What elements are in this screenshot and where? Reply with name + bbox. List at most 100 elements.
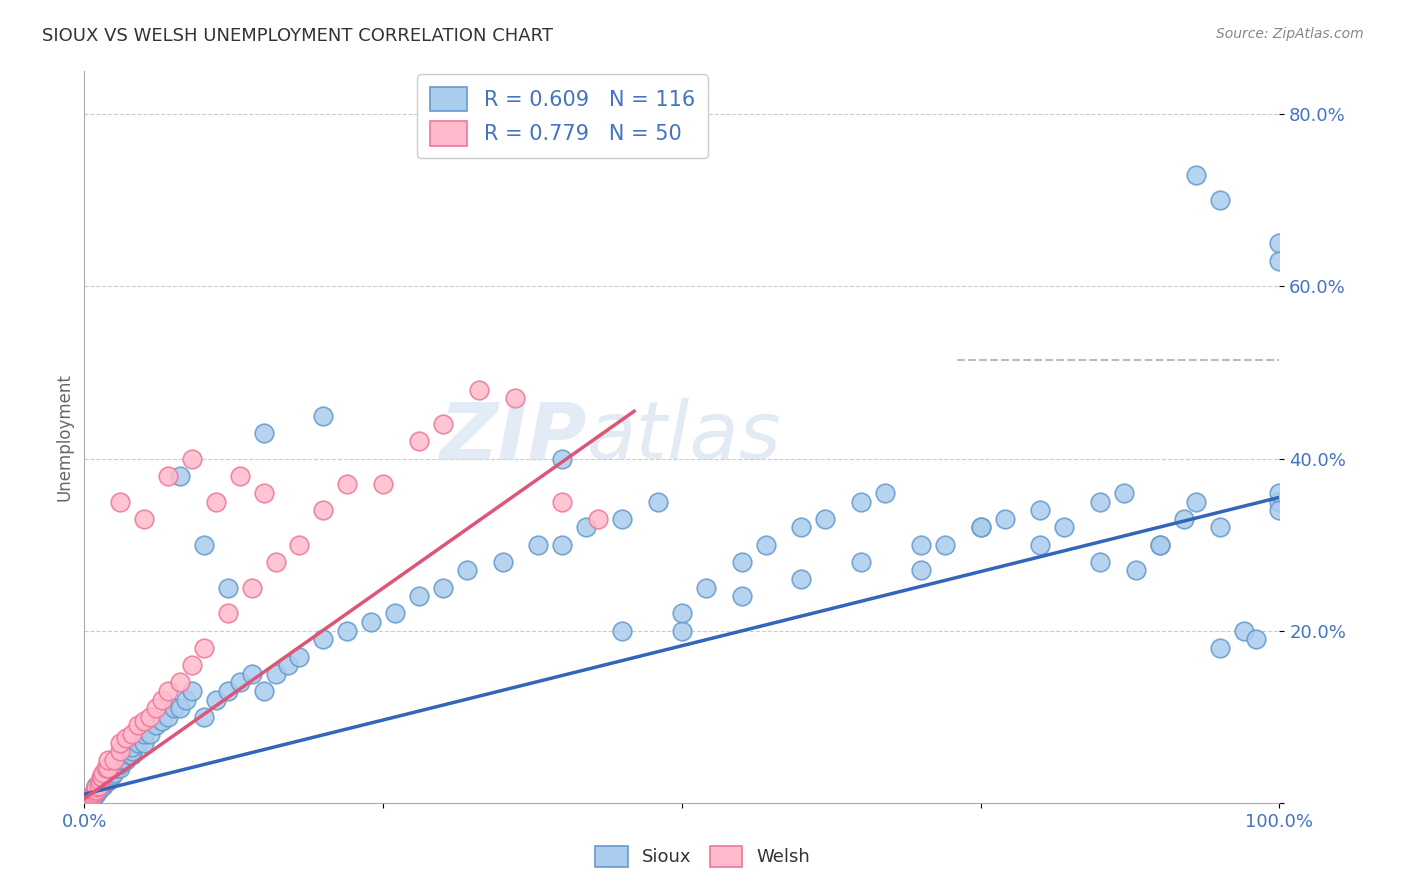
Point — [127, 718, 149, 732]
Point — [193, 640, 215, 655]
Point — [82, 787, 104, 801]
Point — [527, 538, 550, 552]
Legend: R = 0.609   N = 116, R = 0.779   N = 50: R = 0.609 N = 116, R = 0.779 N = 50 — [418, 74, 707, 158]
Point — [264, 666, 287, 681]
Point — [79, 789, 101, 804]
Point — [110, 757, 132, 772]
Point — [910, 538, 932, 552]
Point — [79, 791, 101, 805]
Point — [671, 624, 693, 638]
Point — [408, 434, 430, 449]
Point — [849, 494, 872, 508]
Point — [1125, 564, 1147, 578]
Point — [754, 538, 776, 552]
Point — [790, 572, 813, 586]
Point — [121, 744, 143, 758]
Legend: Sioux, Welsh: Sioux, Welsh — [588, 838, 818, 874]
Point — [384, 607, 406, 621]
Point — [145, 701, 167, 715]
Point — [110, 748, 132, 763]
Point — [110, 744, 132, 758]
Point — [551, 494, 574, 508]
Point — [84, 783, 107, 797]
Point — [150, 714, 173, 728]
Point — [101, 768, 124, 782]
Point — [910, 564, 932, 578]
Point — [97, 765, 120, 780]
Point — [169, 701, 191, 715]
Point — [107, 759, 129, 773]
Point — [193, 538, 215, 552]
Text: atlas: atlas — [586, 398, 782, 476]
Point — [84, 787, 107, 801]
Point — [551, 538, 574, 552]
Point — [360, 615, 382, 629]
Text: ZIP: ZIP — [439, 398, 586, 476]
Point — [1268, 236, 1291, 251]
Point — [145, 718, 167, 732]
Point — [575, 520, 598, 534]
Point — [169, 468, 191, 483]
Point — [94, 774, 117, 789]
Point — [97, 753, 120, 767]
Point — [312, 503, 335, 517]
Point — [93, 779, 115, 793]
Point — [1268, 486, 1291, 500]
Point — [94, 761, 117, 775]
Point — [970, 520, 993, 534]
Point — [84, 779, 107, 793]
Point — [132, 735, 156, 749]
Point — [169, 675, 191, 690]
Point — [180, 451, 202, 466]
Point — [110, 735, 132, 749]
Point — [79, 789, 101, 804]
Point — [217, 607, 239, 621]
Point — [1149, 538, 1171, 552]
Point — [240, 581, 263, 595]
Point — [288, 538, 311, 552]
Point — [1053, 520, 1076, 534]
Point — [1268, 253, 1291, 268]
Point — [217, 684, 239, 698]
Point — [228, 675, 252, 690]
Point — [91, 777, 114, 791]
Point — [97, 770, 120, 784]
Point — [83, 785, 105, 799]
Point — [180, 684, 202, 698]
Point — [83, 788, 105, 802]
Point — [875, 486, 897, 500]
Point — [1029, 503, 1052, 517]
Point — [253, 425, 276, 440]
Point — [87, 779, 110, 793]
Point — [121, 748, 143, 763]
Point — [814, 512, 837, 526]
Point — [87, 783, 110, 797]
Point — [84, 783, 107, 797]
Point — [157, 468, 180, 483]
Point — [1029, 538, 1052, 552]
Point — [503, 392, 526, 406]
Point — [1208, 640, 1230, 655]
Point — [731, 555, 754, 569]
Point — [456, 564, 478, 578]
Point — [84, 780, 107, 795]
Point — [150, 692, 173, 706]
Point — [610, 624, 633, 638]
Point — [89, 780, 111, 795]
Point — [79, 791, 101, 805]
Point — [253, 486, 276, 500]
Point — [110, 753, 132, 767]
Point — [93, 776, 115, 790]
Point — [105, 761, 128, 775]
Point — [371, 477, 394, 491]
Point — [1268, 494, 1291, 508]
Point — [121, 727, 143, 741]
Point — [90, 779, 112, 793]
Point — [970, 520, 993, 534]
Point — [103, 753, 125, 767]
Point — [217, 581, 239, 595]
Point — [115, 753, 138, 767]
Point — [276, 658, 298, 673]
Point — [671, 607, 693, 621]
Point — [849, 555, 872, 569]
